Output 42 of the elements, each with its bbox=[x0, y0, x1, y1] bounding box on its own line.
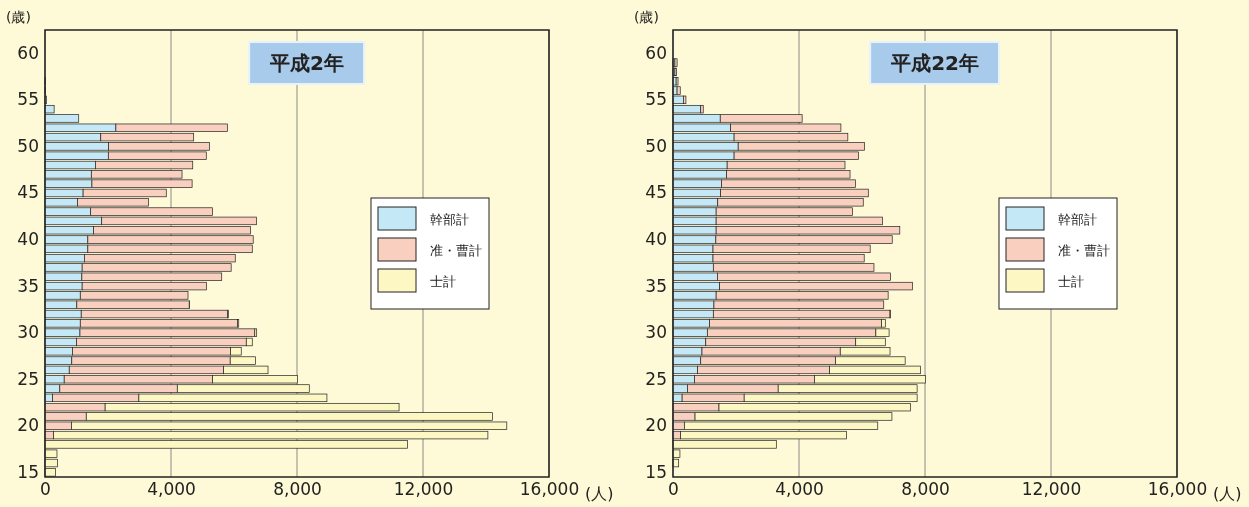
y-tick-label: 25 bbox=[645, 368, 667, 389]
y-tick-label: 20 bbox=[17, 415, 39, 436]
x-tick-label: 0 bbox=[40, 479, 51, 500]
x-tick-label: 4,000 bbox=[775, 479, 824, 500]
x-tick-label: 16,000 bbox=[519, 479, 580, 500]
legend-label: 士計 bbox=[1058, 274, 1084, 289]
x-axis-title: (人) bbox=[585, 484, 614, 503]
y-tick-label: 30 bbox=[645, 322, 667, 343]
y-tick-label: 45 bbox=[17, 182, 39, 203]
y-tick-label: 35 bbox=[17, 275, 39, 296]
y-tick-label: 45 bbox=[645, 182, 667, 203]
y-tick-label: 25 bbox=[17, 368, 39, 389]
legend-label: 准・曹計 bbox=[1058, 243, 1110, 258]
x-tick-label: 8,000 bbox=[901, 479, 950, 500]
x-tick-label: 4,000 bbox=[147, 479, 196, 500]
y-tick-label: 60 bbox=[645, 42, 667, 63]
legend-label: 士計 bbox=[430, 274, 456, 289]
x-axis-title: (人) bbox=[1213, 484, 1242, 503]
y-tick-label: 15 bbox=[17, 461, 39, 482]
y-tick-label: 30 bbox=[17, 322, 39, 343]
y-tick-label: 20 bbox=[645, 415, 667, 436]
x-tick-label: 8,000 bbox=[273, 479, 322, 500]
legend-label: 幹部計 bbox=[430, 212, 469, 227]
x-tick-label: 0 bbox=[668, 479, 679, 500]
y-tick-label: 40 bbox=[17, 228, 39, 249]
text: 平成2年 bbox=[269, 51, 345, 75]
legend-label: 准・曹計 bbox=[430, 243, 482, 258]
y-tick-label: 55 bbox=[645, 89, 667, 110]
y-tick-label: 15 bbox=[645, 461, 667, 482]
x-tick-label: 12,000 bbox=[393, 479, 454, 500]
y-tick-label: 40 bbox=[645, 228, 667, 249]
y-tick-label: 60 bbox=[17, 42, 39, 63]
y-axis-title: (歳) bbox=[6, 9, 31, 25]
y-tick-label: 50 bbox=[17, 135, 39, 156]
x-tick-label: 16,000 bbox=[1147, 479, 1208, 500]
y-axis-title: (歳) bbox=[634, 9, 659, 25]
legend-label: 幹部計 bbox=[1058, 212, 1097, 227]
text: 平成22年 bbox=[890, 51, 979, 75]
y-tick-label: 35 bbox=[645, 275, 667, 296]
y-tick-label: 55 bbox=[17, 89, 39, 110]
x-tick-label: 12,000 bbox=[1021, 479, 1082, 500]
y-tick-label: 50 bbox=[645, 135, 667, 156]
